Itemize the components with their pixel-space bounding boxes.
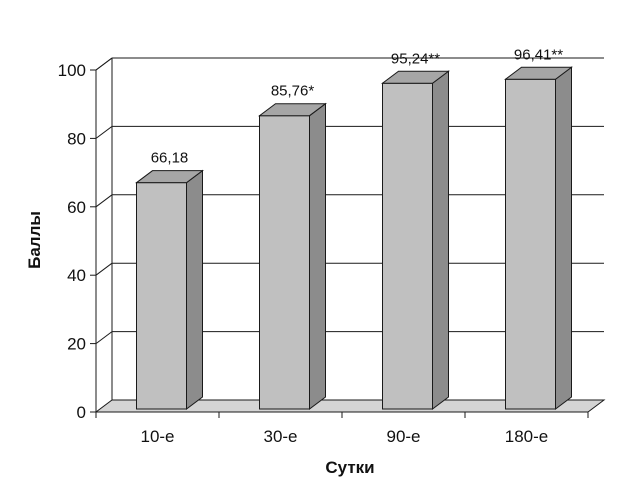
x-category-label: 180-е [505,427,548,446]
bar-top-face [381,70,450,84]
data-label: 66,18 [151,150,189,167]
data-label: 85,76* [271,83,315,100]
gridline-connector [95,331,113,345]
y-tick-label: 100 [58,61,86,80]
y-axis-title: Баллы [25,211,44,269]
bar [135,169,204,410]
x-axis-title: Сутки [325,458,374,477]
y-axis-top-connector [95,57,113,71]
data-label: 95,24** [391,50,440,67]
labels-layer: 0 20 40 60 80 100 66,18 10-е 85,76* 30-е 95,24** 90… [58,46,564,446]
bar-top-face [258,103,327,117]
bar-front-face [505,78,556,410]
gridline-connector [95,194,113,208]
bar-side-face [309,102,326,410]
bar-side-face [432,70,449,410]
y-tick-label: 60 [67,198,86,217]
y-tick-label: 40 [67,266,86,285]
y-tick-label: 0 [77,403,86,422]
x-category-label: 30-е [263,427,297,446]
x-category-label: 10-е [140,427,174,446]
x-category-label: 90-е [386,427,420,446]
data-label: 96,41** [514,46,563,63]
bar-top-face [135,170,204,184]
bar [381,70,450,410]
bar [258,102,327,410]
gridline-connector [95,262,113,276]
bars-layer [135,66,573,410]
bar-side-face [186,169,203,410]
chart-floor [94,399,606,413]
bar-front-face [136,182,187,410]
gridline-connector [95,126,113,139]
bar-front-face [259,115,310,410]
bar-front-face [382,82,433,410]
y-tick-label: 20 [67,335,86,354]
bar [504,66,573,410]
bar-side-face [555,66,572,410]
bar-top-face [504,66,573,80]
y-tick-label: 80 [67,129,86,148]
